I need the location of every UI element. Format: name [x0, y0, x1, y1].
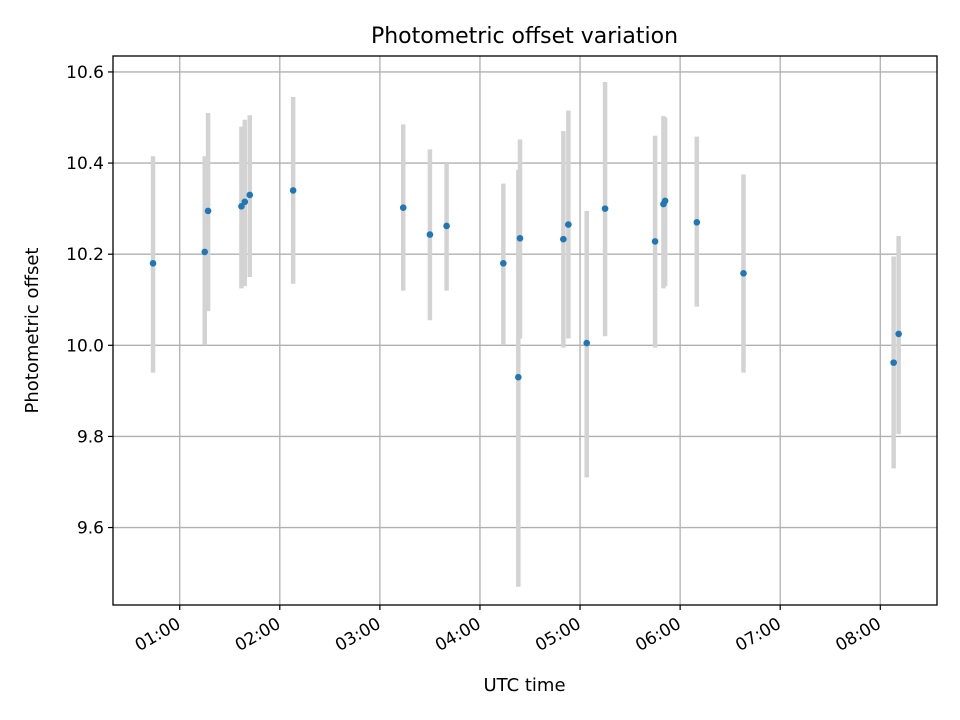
data-point — [693, 218, 701, 226]
chart-title: Photometric offset variation — [371, 24, 678, 49]
y-axis-ticks: 9.6 9.8 10.0 10.2 10.4 10.6 — [66, 63, 113, 539]
data-point — [565, 221, 572, 228]
data-point — [500, 259, 507, 267]
x-tick-label: 03:00 — [332, 614, 384, 656]
data-point — [241, 198, 249, 206]
data-point — [238, 203, 245, 210]
data-point — [661, 197, 669, 205]
data-points — [149, 187, 902, 381]
data-point — [890, 359, 897, 366]
data-point — [399, 204, 407, 212]
data-point — [149, 259, 157, 267]
x-tick-label: 08:00 — [832, 614, 884, 656]
y-axis-label: Photometric offset — [22, 248, 43, 414]
data-point — [516, 234, 524, 242]
x-axis-label: UTC time — [483, 675, 565, 696]
x-tick-label: 01:00 — [132, 614, 184, 656]
grid-lines — [113, 56, 937, 605]
data-point — [201, 248, 209, 256]
data-point — [443, 222, 450, 230]
y-tick-label: 10.2 — [66, 245, 104, 265]
x-tick-label: 02:00 — [232, 614, 284, 656]
x-tick-label: 06:00 — [632, 614, 684, 656]
data-point — [601, 205, 609, 212]
y-tick-label: 9.8 — [77, 427, 104, 447]
y-tick-label: 9.6 — [77, 519, 104, 539]
plot-frame — [112, 55, 938, 606]
y-tick-label: 10.6 — [66, 63, 104, 83]
x-tick-label: 04:00 — [432, 614, 484, 656]
y-tick-label: 10.4 — [66, 154, 104, 174]
x-tick-label: 05:00 — [532, 614, 584, 656]
error-bars — [150, 81, 901, 587]
data-point — [204, 207, 212, 215]
data-point — [895, 330, 902, 338]
data-point — [651, 238, 659, 245]
x-axis-ticks: 01:00 02:00 03:00 04:00 05:00 06:00 07:00 08:00 — [132, 605, 885, 656]
data-point — [583, 339, 591, 347]
y-tick-label: 10.0 — [66, 336, 104, 356]
data-point — [560, 235, 567, 243]
data-point — [515, 373, 522, 381]
data-point — [246, 191, 254, 199]
data-point — [289, 187, 297, 194]
x-tick-label: 07:00 — [732, 614, 784, 656]
data-point — [426, 231, 434, 238]
data-point — [740, 270, 747, 277]
